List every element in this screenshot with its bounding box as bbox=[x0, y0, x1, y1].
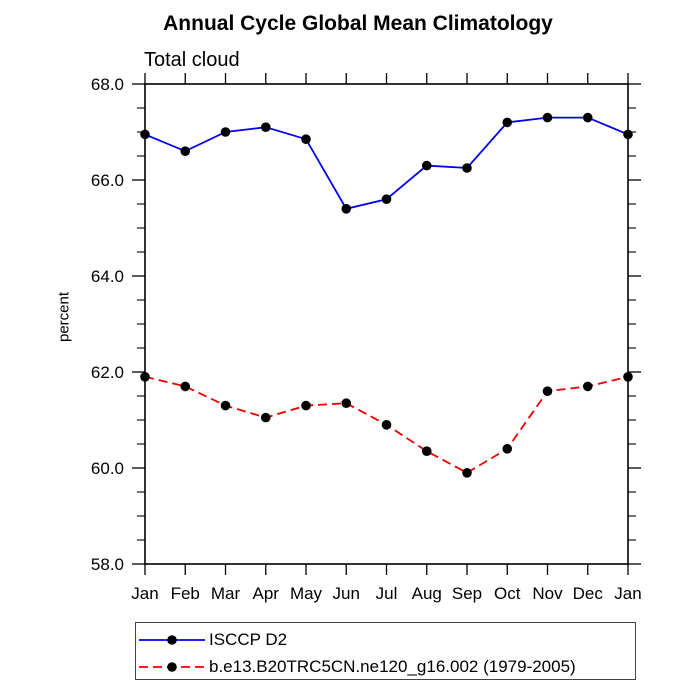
svg-text:Mar: Mar bbox=[211, 584, 241, 603]
svg-text:Jul: Jul bbox=[376, 584, 398, 603]
legend-label-model: b.e13.B20TRC5CN.ne120_g16.002 (1979-2005… bbox=[209, 656, 576, 676]
svg-text:Dec: Dec bbox=[573, 584, 604, 603]
legend: ISCCP D2 b.e13.B20TRC5CN.ne120_g16.002 (… bbox=[135, 622, 636, 680]
svg-text:Sep: Sep bbox=[452, 584, 482, 603]
svg-text:60.0: 60.0 bbox=[91, 459, 124, 478]
svg-text:Apr: Apr bbox=[253, 584, 280, 603]
svg-text:Aug: Aug bbox=[412, 584, 442, 603]
svg-text:Jan: Jan bbox=[131, 584, 158, 603]
legend-item-isccp: ISCCP D2 bbox=[136, 626, 635, 653]
svg-text:Jun: Jun bbox=[333, 584, 360, 603]
svg-text:66.0: 66.0 bbox=[91, 171, 124, 190]
svg-text:62.0: 62.0 bbox=[91, 363, 124, 382]
svg-text:Nov: Nov bbox=[532, 584, 563, 603]
legend-label-isccp: ISCCP D2 bbox=[209, 629, 288, 649]
svg-text:Jan: Jan bbox=[614, 584, 641, 603]
chart-subtitle: Total cloud bbox=[144, 49, 240, 71]
svg-text:58.0: 58.0 bbox=[91, 555, 124, 574]
svg-text:Feb: Feb bbox=[171, 584, 200, 603]
legend-line-sample-dashed-icon bbox=[139, 661, 205, 672]
chart-title: Annual Cycle Global Mean Climatology bbox=[163, 12, 553, 35]
legend-item-model: b.e13.B20TRC5CN.ne120_g16.002 (1979-2005… bbox=[136, 653, 635, 680]
svg-text:Oct: Oct bbox=[494, 584, 521, 603]
svg-text:64.0: 64.0 bbox=[91, 267, 124, 286]
legend-line-sample-solid-icon bbox=[139, 634, 205, 645]
svg-text:May: May bbox=[290, 584, 323, 603]
svg-text:68.0: 68.0 bbox=[91, 75, 124, 94]
